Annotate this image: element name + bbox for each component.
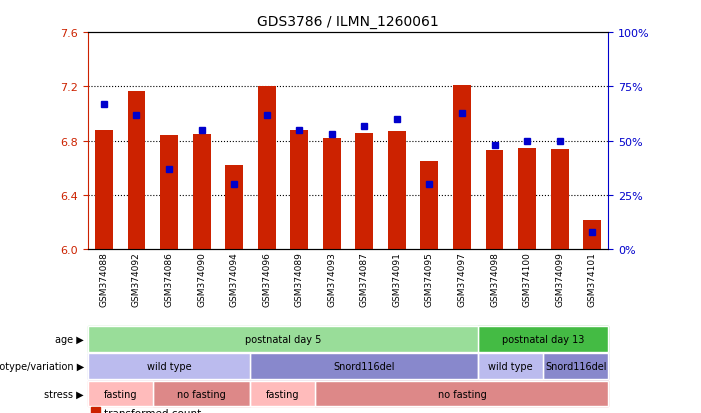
Text: fasting: fasting <box>266 389 300 399</box>
Text: no fasting: no fasting <box>437 389 486 399</box>
Text: Snord116del: Snord116del <box>334 361 395 371</box>
Text: genotype/variation ▶: genotype/variation ▶ <box>0 361 84 371</box>
Text: age ▶: age ▶ <box>55 334 84 344</box>
Bar <box>160 136 178 250</box>
Bar <box>128 91 145 250</box>
Title: GDS3786 / ILMN_1260061: GDS3786 / ILMN_1260061 <box>257 15 439 29</box>
Bar <box>421 162 438 250</box>
Bar <box>193 135 210 250</box>
Bar <box>225 166 243 250</box>
Bar <box>518 148 536 250</box>
Text: wild type: wild type <box>489 361 533 371</box>
Text: postnatal day 13: postnatal day 13 <box>502 334 585 344</box>
Bar <box>486 151 503 250</box>
Bar <box>583 220 601 250</box>
Text: fasting: fasting <box>104 389 137 399</box>
Bar <box>290 131 308 250</box>
Bar <box>388 132 406 250</box>
Text: Snord116del: Snord116del <box>545 361 606 371</box>
Bar <box>95 131 113 250</box>
Text: postnatal day 5: postnatal day 5 <box>245 334 321 344</box>
Bar <box>323 139 341 250</box>
Text: stress ▶: stress ▶ <box>44 389 84 399</box>
Text: transformed count: transformed count <box>104 408 201 413</box>
Bar <box>453 86 471 250</box>
Text: no fasting: no fasting <box>177 389 226 399</box>
Text: wild type: wild type <box>147 361 191 371</box>
Bar <box>551 150 569 250</box>
Bar <box>258 87 275 250</box>
Bar <box>355 133 373 250</box>
